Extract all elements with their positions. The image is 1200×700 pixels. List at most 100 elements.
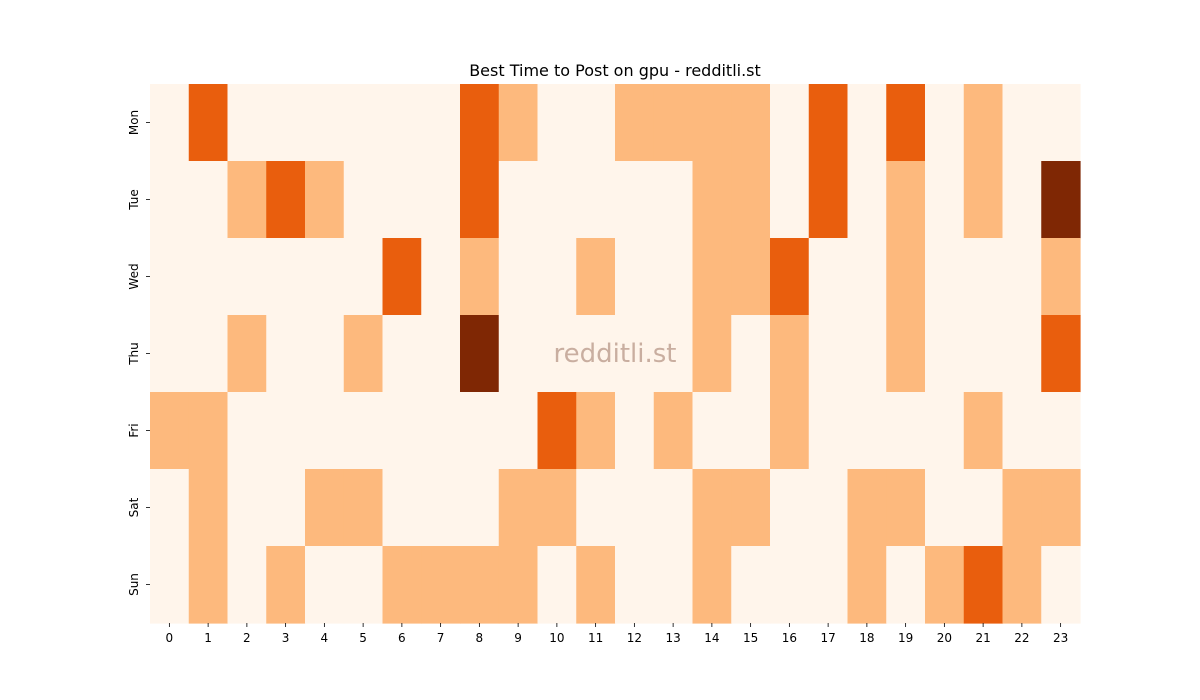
heatmap-cell-sun-17 xyxy=(808,546,849,624)
heatmap-cell-mon-9 xyxy=(498,84,539,162)
heatmap-cell-sun-10 xyxy=(537,546,577,624)
heatmap-cell-mon-2 xyxy=(227,84,267,162)
heatmap-cell-tue-12 xyxy=(615,161,655,239)
heatmap-cell-thu-14 xyxy=(692,315,732,393)
heatmap-cell-sat-17 xyxy=(808,469,849,547)
x-tick-label: 9 xyxy=(514,631,522,645)
heatmap-cell-fri-14 xyxy=(692,392,732,470)
heatmap-cell-sat-7 xyxy=(421,469,461,547)
x-tick-label: 11 xyxy=(588,631,603,645)
heatmap-cell-tue-22 xyxy=(1002,161,1042,239)
heatmap-cell-sat-18 xyxy=(847,469,887,547)
heatmap-cell-thu-13 xyxy=(653,315,694,393)
heatmap-cell-wed-10 xyxy=(537,238,577,316)
heatmap-cell-sat-22 xyxy=(1002,469,1042,547)
heatmap-cell-fri-20 xyxy=(925,392,965,470)
heatmap-cell-fri-18 xyxy=(847,392,887,470)
heatmap-cell-wed-20 xyxy=(925,238,965,316)
heatmap-cell-sat-14 xyxy=(692,469,732,547)
heatmap-cell-fri-13 xyxy=(653,392,694,470)
heatmap-cell-sat-4 xyxy=(305,469,345,547)
heatmap-cell-tue-23 xyxy=(1041,161,1081,239)
x-tick-label: 7 xyxy=(437,631,445,645)
heatmap-cell-sat-2 xyxy=(227,469,267,547)
heatmap-cell-fri-2 xyxy=(227,392,267,470)
heatmap-cell-sun-12 xyxy=(615,546,655,624)
heatmap-cell-sun-0 xyxy=(150,546,190,624)
heatmap-cell-fri-21 xyxy=(963,392,1004,470)
heatmap-cell-tue-7 xyxy=(421,161,461,239)
x-tick-label: 6 xyxy=(398,631,406,645)
heatmap-cell-mon-13 xyxy=(653,84,694,162)
heatmap-cell-mon-5 xyxy=(343,84,384,162)
heatmap-cell-thu-17 xyxy=(808,315,849,393)
x-tick-label: 1 xyxy=(204,631,212,645)
y-tick-label: Fri xyxy=(127,423,141,437)
heatmap-cell-sun-8 xyxy=(460,546,500,624)
heatmap-cell-sat-20 xyxy=(925,469,965,547)
heatmap-cell-fri-1 xyxy=(188,392,229,470)
y-tick-label: Sat xyxy=(127,497,141,517)
heatmap-cell-sun-13 xyxy=(653,546,694,624)
heatmap-cell-wed-14 xyxy=(692,238,732,316)
heatmap-cell-sun-6 xyxy=(382,546,422,624)
heatmap-cell-fri-4 xyxy=(305,392,345,470)
heatmap-cell-wed-22 xyxy=(1002,238,1042,316)
chart-title: Best Time to Post on gpu - redditli.st xyxy=(469,61,761,80)
heatmap-cell-sat-10 xyxy=(537,469,577,547)
heatmap-cell-thu-7 xyxy=(421,315,461,393)
y-axis: Mon Tue Wed Thu Fri Sat Sun xyxy=(127,110,150,596)
heatmap-cell-tue-4 xyxy=(305,161,345,239)
heatmap-cell-wed-19 xyxy=(886,238,926,316)
heatmap-cell-thu-6 xyxy=(382,315,422,393)
heatmap-cell-thu-1 xyxy=(188,315,229,393)
heatmap-cell-wed-15 xyxy=(731,238,771,316)
heatmap-cell-mon-18 xyxy=(847,84,887,162)
heatmap-cell-mon-16 xyxy=(770,84,810,162)
heatmap-cell-sun-3 xyxy=(266,546,306,624)
heatmap-cell-sun-23 xyxy=(1041,546,1081,624)
heatmap-cell-sat-9 xyxy=(498,469,539,547)
heatmap-cell-sat-19 xyxy=(886,469,926,547)
heatmap-cell-thu-5 xyxy=(343,315,384,393)
heatmap-cell-sun-9 xyxy=(498,546,539,624)
heatmap-cell-tue-10 xyxy=(537,161,577,239)
heatmap-cell-tue-0 xyxy=(150,161,190,239)
x-tick-label: 13 xyxy=(665,631,680,645)
heatmap-cell-tue-16 xyxy=(770,161,810,239)
heatmap-cell-thu-11 xyxy=(576,315,616,393)
heatmap-cell-fri-22 xyxy=(1002,392,1042,470)
heatmap-cell-sat-5 xyxy=(343,469,384,547)
heatmap-cell-fri-19 xyxy=(886,392,926,470)
heatmap-cell-sun-7 xyxy=(421,546,461,624)
heatmap-cell-tue-19 xyxy=(886,161,926,239)
x-tick-label: 23 xyxy=(1053,631,1068,645)
heatmap-cell-sat-15 xyxy=(731,469,771,547)
heatmap-cell-mon-1 xyxy=(188,84,229,162)
heatmap-cell-thu-2 xyxy=(227,315,267,393)
heatmap-cell-mon-17 xyxy=(808,84,849,162)
heatmap-cell-fri-0 xyxy=(150,392,190,470)
heatmap-cell-sun-22 xyxy=(1002,546,1042,624)
heatmap-cell-tue-5 xyxy=(343,161,384,239)
heatmap-cell-wed-12 xyxy=(615,238,655,316)
heatmap-cell-thu-22 xyxy=(1002,315,1042,393)
x-tick-label: 8 xyxy=(476,631,484,645)
heatmap-cell-wed-2 xyxy=(227,238,267,316)
heatmap-cell-mon-0 xyxy=(150,84,190,162)
x-tick-label: 22 xyxy=(1014,631,1029,645)
heatmap-cell-tue-1 xyxy=(188,161,229,239)
heatmap-cell-wed-5 xyxy=(343,238,384,316)
heatmap-cell-fri-10 xyxy=(537,392,577,470)
x-tick-label: 2 xyxy=(243,631,251,645)
heatmap-cell-sat-3 xyxy=(266,469,306,547)
heatmap-cell-sun-19 xyxy=(886,546,926,624)
heatmap-cell-sun-15 xyxy=(731,546,771,624)
heatmap-cell-mon-10 xyxy=(537,84,577,162)
heatmap-cell-tue-3 xyxy=(266,161,306,239)
heatmap-cell-sat-0 xyxy=(150,469,190,547)
heatmap-cell-wed-16 xyxy=(770,238,810,316)
x-tick-label: 21 xyxy=(975,631,990,645)
heatmap-cell-fri-8 xyxy=(460,392,500,470)
heatmap-cell-thu-12 xyxy=(615,315,655,393)
